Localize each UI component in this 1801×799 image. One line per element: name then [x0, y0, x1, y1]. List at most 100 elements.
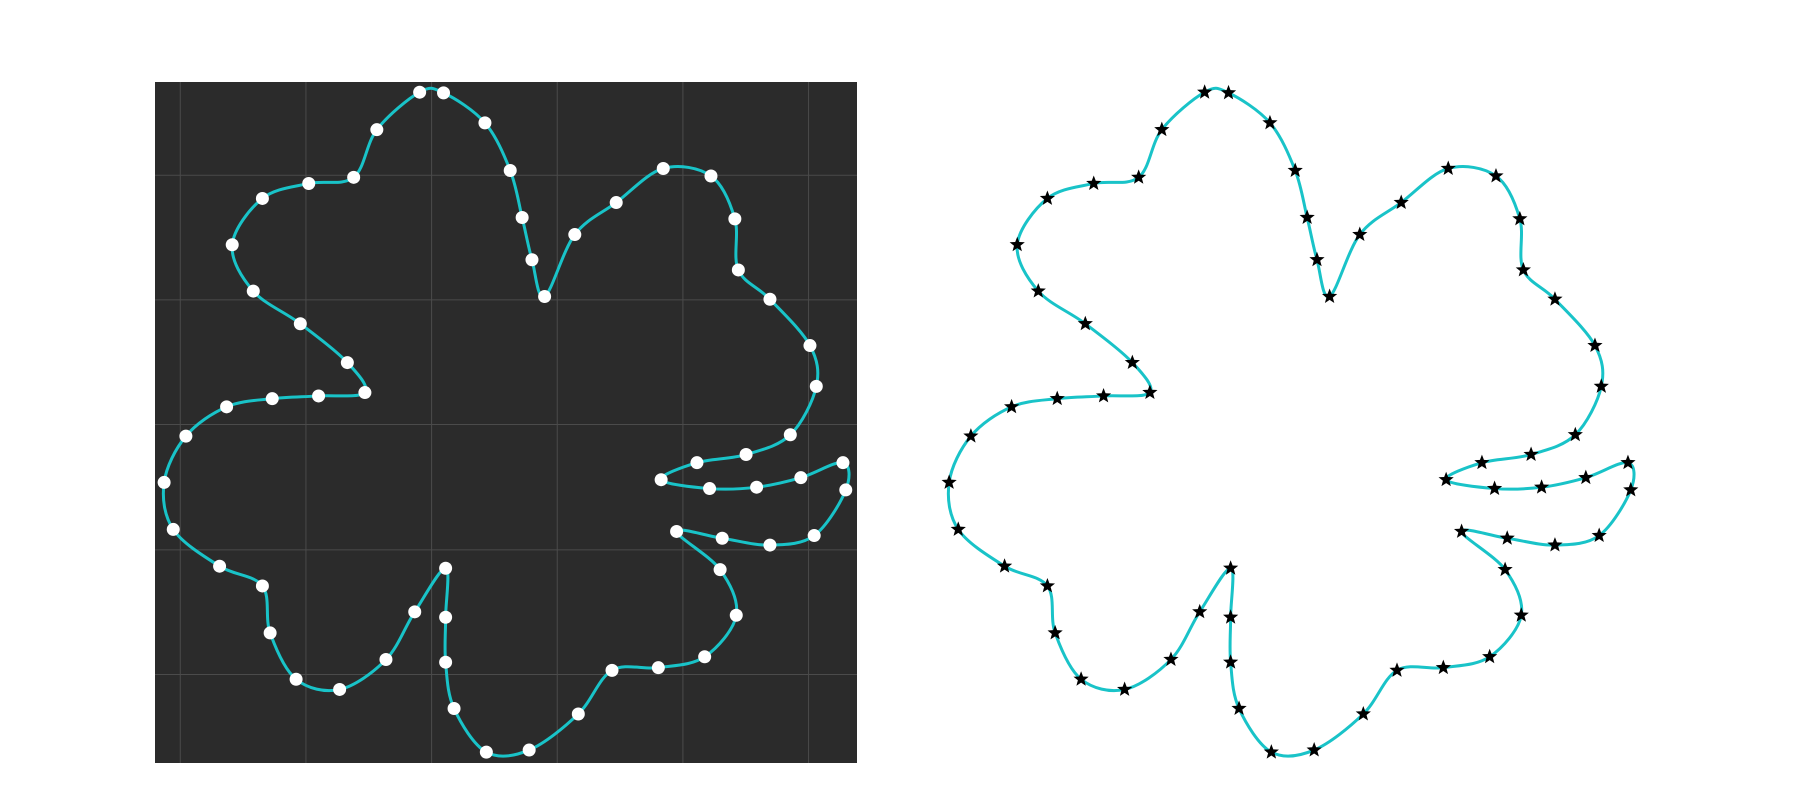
left-chart-circle-point-21	[750, 480, 764, 494]
right-chart-star-point-10	[1488, 167, 1504, 183]
left-chart-circle-point-27	[715, 531, 729, 545]
left-chart-circle-point-44	[289, 672, 303, 686]
left-chart-circle-point-33	[605, 663, 619, 677]
left-chart-circle-point-22	[794, 471, 808, 485]
right-chart-star-point-50	[963, 428, 979, 443]
right-chart-star-point-60	[1086, 175, 1102, 190]
left-chart-circle-point-11	[728, 212, 742, 226]
right-chart-star-point-46	[1039, 577, 1056, 593]
right-chart-star-point-48	[950, 521, 966, 536]
left-chart-circle-point-59	[255, 191, 269, 205]
left-chart-circle-point-41	[408, 605, 422, 619]
right-chart-star-point-55	[1124, 354, 1140, 370]
right-chart-star-point-38	[1223, 654, 1239, 669]
left-chart-circle-point-0	[413, 85, 427, 99]
right-chart-star-point-7	[1352, 226, 1368, 242]
right-chart-curve-line	[946, 86, 1636, 758]
left-chart-circle-point-23	[836, 456, 850, 470]
right-chart-star-point-16	[1567, 426, 1583, 442]
left-chart-plot-background	[155, 82, 857, 763]
left-chart-circle-point-13	[763, 292, 777, 306]
left-chart-circle-point-46	[255, 579, 269, 593]
left-chart-circle-point-39	[439, 610, 453, 624]
left-chart-circle-point-51	[220, 400, 234, 414]
left-chart-circle-point-26	[763, 538, 777, 552]
left-chart-circle-point-60	[302, 176, 316, 190]
left-chart-curve-line	[161, 86, 851, 758]
right-chart-star-point-41	[1192, 603, 1208, 619]
right-chart-star-point-56	[1077, 315, 1093, 331]
right-chart-star-point-43	[1117, 681, 1133, 696]
right-chart-star-point-45	[1047, 624, 1063, 640]
right-chart-star-point-36	[1263, 744, 1279, 759]
right-chart-star-point-6	[1322, 288, 1338, 303]
left-chart-circle-point-55	[340, 356, 354, 370]
left-chart-circle-point-35	[522, 743, 536, 757]
right-chart-star-point-19	[1438, 471, 1454, 487]
left-chart-circle-point-43	[333, 682, 347, 696]
right-chart-star-point-4	[1299, 209, 1315, 224]
left-chart-circle-point-20	[703, 482, 717, 496]
right-chart-star-point-8	[1393, 194, 1409, 210]
right-chart-star-point-15	[1593, 378, 1609, 393]
right-chart-star-point-33	[1389, 662, 1405, 677]
right-chart-star-point-62	[1154, 121, 1170, 137]
left-chart-circle-point-53	[312, 389, 326, 403]
left-chart-circle-point-5	[525, 253, 539, 267]
left-chart-circle-point-1	[437, 86, 451, 100]
right-chart-star-point-2	[1262, 114, 1278, 130]
right-chart-star-point-11	[1512, 210, 1528, 226]
left-chart-circle-point-32	[651, 661, 665, 675]
left-chart-circle-point-6	[538, 290, 552, 304]
right-chart-star-point-32	[1435, 659, 1451, 675]
left-chart-circle-point-3	[503, 164, 517, 178]
left-chart-circle-point-16	[783, 428, 797, 442]
left-chart-circle-point-15	[809, 379, 823, 393]
right-chart-star-point-30	[1513, 607, 1529, 622]
left-chart-circle-point-4	[515, 211, 529, 225]
left-chart-circle-point-49	[157, 475, 171, 489]
right-chart-star-point-42	[1163, 651, 1179, 666]
right-chart-star-point-31	[1482, 648, 1498, 664]
left-chart-circle-point-58	[225, 238, 239, 252]
right-chart-star-point-44	[1073, 671, 1089, 686]
right-chart-star-point-53	[1095, 387, 1112, 403]
right-chart-star-point-58	[1009, 236, 1025, 252]
left-chart-circle-point-2	[478, 116, 492, 130]
right-chart-star-point-61	[1131, 169, 1147, 184]
right-chart-star-point-5	[1309, 251, 1325, 267]
left-chart-circle-point-28	[670, 524, 684, 538]
right-chart-star-point-54	[1142, 384, 1158, 400]
right-chart-star-point-14	[1587, 337, 1603, 353]
left-chart-circle-point-34	[571, 707, 585, 721]
right-chart-star-point-39	[1223, 609, 1239, 624]
left-chart-circle-point-50	[179, 429, 193, 443]
right-chart-star-point-22	[1578, 469, 1594, 485]
left-chart-circle-point-29	[713, 563, 727, 577]
left-chart-circle-point-7	[568, 228, 582, 242]
left-chart-circle-point-42	[379, 652, 393, 666]
right-chart-star-point-21	[1534, 479, 1550, 494]
left-chart-circle-point-37	[447, 702, 461, 716]
left-chart-circle-point-52	[265, 392, 279, 406]
right-chart-star-point-57	[1030, 283, 1046, 298]
left-chart-circle-point-45	[263, 626, 277, 640]
right-chart-star-point-18	[1474, 454, 1490, 470]
left-chart-circle-point-24	[839, 483, 853, 497]
left-chart-circle-point-31	[698, 650, 712, 664]
left-chart-panel	[155, 82, 857, 763]
right-chart-star-point-29	[1497, 561, 1513, 577]
left-chart-circle-point-48	[166, 522, 180, 536]
left-chart-circle-point-25	[807, 529, 821, 543]
right-chart-star-point-27	[1499, 530, 1515, 545]
right-chart-star-point-13	[1547, 291, 1563, 306]
right-chart-star-point-9	[1440, 160, 1456, 175]
right-chart-star-point-23	[1620, 454, 1636, 470]
right-chart-star-point-24	[1623, 481, 1639, 497]
left-chart-circle-point-56	[293, 317, 307, 331]
right-chart-star-point-28	[1453, 523, 1470, 538]
left-chart-circle-point-10	[704, 169, 718, 183]
right-chart-star-point-3	[1287, 162, 1303, 177]
left-chart-circle-point-30	[729, 608, 743, 622]
